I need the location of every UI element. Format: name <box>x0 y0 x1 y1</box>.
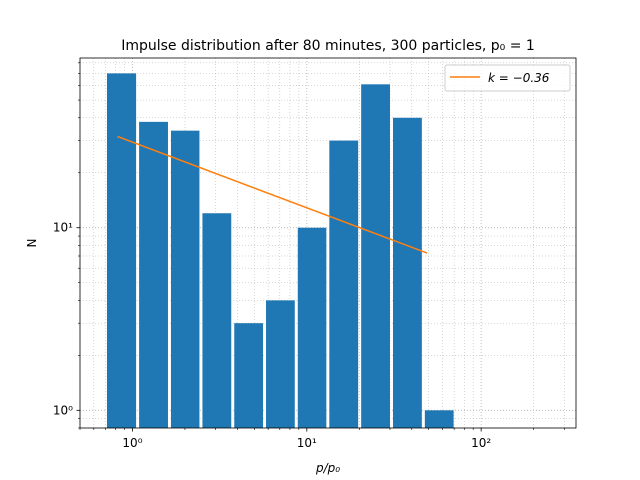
histogram-bar <box>106 73 137 429</box>
y-axis-label: N <box>25 239 39 248</box>
legend: k = −0.36 <box>444 64 571 92</box>
chart-title: Impulse distribution after 80 minutes, 3… <box>121 38 535 54</box>
histogram-bar <box>170 130 200 428</box>
ticks: 10⁰ 10¹ 10² 10⁰ 10¹ <box>53 62 565 450</box>
histogram-bar <box>234 323 264 428</box>
fit-line <box>117 135 428 254</box>
x-tick-label: 10¹ <box>297 436 317 450</box>
histogram-bar <box>329 140 359 429</box>
x-axis-label: p/p₀ <box>315 461 340 475</box>
bars <box>106 73 454 429</box>
histogram-bar <box>297 227 327 428</box>
chart-title-text: Impulse distribution after 80 minutes, 3… <box>121 38 535 54</box>
histogram-bar <box>202 213 232 428</box>
legend-entry-label: k = −0.36 <box>488 71 550 85</box>
histogram-bar <box>392 117 422 428</box>
legend-box <box>444 64 571 92</box>
y-tick-label: 10⁰ <box>53 403 73 417</box>
histogram-bar <box>139 121 168 428</box>
histogram-bar <box>361 84 390 428</box>
plot-frame <box>79 57 577 429</box>
y-tick-label: 10¹ <box>53 221 73 235</box>
fit-lines <box>117 135 428 254</box>
histogram-bar <box>424 410 454 428</box>
histogram-bar <box>266 300 295 428</box>
x-tick-label: 10² <box>471 436 491 450</box>
x-tick-label: 10⁰ <box>122 436 142 450</box>
